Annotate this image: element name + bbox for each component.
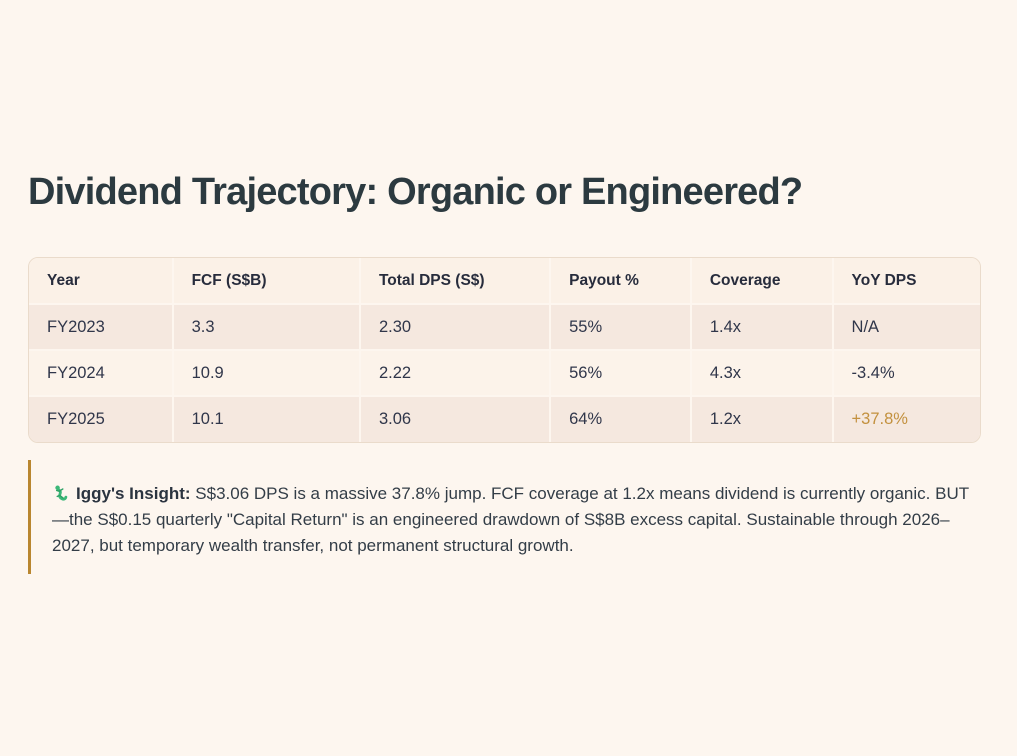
insight-callout: Iggy's Insight: S$3.06 DPS is a massive … <box>28 460 981 574</box>
cell-year: FY2024 <box>29 350 174 397</box>
cell-year: FY2023 <box>29 304 174 351</box>
cell-fcf: 3.3 <box>172 304 361 351</box>
table-row-fy2025: FY2025 10.1 3.06 64% 1.2x +37.8% <box>29 396 980 442</box>
insight-text: Iggy's Insight: S$3.06 DPS is a massive … <box>52 481 976 559</box>
cell-yoy: -3.4% <box>832 350 980 397</box>
col-header-dps: Total DPS (S$) <box>359 258 552 305</box>
col-header-year: Year <box>29 258 174 305</box>
cell-coverage: 1.2x <box>690 396 834 442</box>
cell-fcf: 10.9 <box>172 350 361 397</box>
col-header-fcf: FCF (S$B) <box>172 258 361 305</box>
col-header-yoy: YoY DPS <box>832 258 980 305</box>
dividend-table: Year FCF (S$B) Total DPS (S$) Payout % C… <box>29 258 980 442</box>
col-header-payout: Payout % <box>550 258 692 305</box>
cell-coverage: 1.4x <box>690 304 834 351</box>
lizard-icon <box>55 485 68 501</box>
col-header-coverage: Coverage <box>690 258 834 305</box>
table-row-fy2023: FY2023 3.3 2.30 55% 1.4x N/A <box>29 304 980 351</box>
cell-yoy-highlight: +37.8% <box>832 396 980 442</box>
cell-payout: 55% <box>550 304 692 351</box>
page-title: Dividend Trajectory: Organic or Engineer… <box>28 171 803 213</box>
insight-body: S$3.06 DPS is a massive 37.8% jump. FCF … <box>52 484 970 555</box>
cell-fcf: 10.1 <box>172 396 361 442</box>
insight-label: Iggy's Insight: <box>76 484 191 503</box>
cell-year: FY2025 <box>29 396 174 442</box>
report-page: Dividend Trajectory: Organic or Engineer… <box>28 171 981 574</box>
cell-dps: 2.22 <box>359 350 552 397</box>
table-row-fy2024: FY2024 10.9 2.22 56% 4.3x -3.4% <box>29 350 980 397</box>
cell-payout: 56% <box>550 350 692 397</box>
cell-dps: 2.30 <box>359 304 552 351</box>
cell-dps: 3.06 <box>359 396 552 442</box>
cell-payout: 64% <box>550 396 692 442</box>
dividend-table-container: Year FCF (S$B) Total DPS (S$) Payout % C… <box>28 257 981 443</box>
table-header-row: Year FCF (S$B) Total DPS (S$) Payout % C… <box>29 258 980 305</box>
cell-yoy: N/A <box>832 304 980 351</box>
cell-coverage: 4.3x <box>690 350 834 397</box>
